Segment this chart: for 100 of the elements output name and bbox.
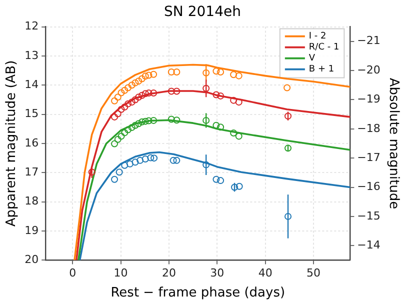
point — [230, 71, 238, 78]
point — [116, 168, 123, 176]
y2-tick-label: −18 — [357, 122, 380, 135]
point — [124, 100, 132, 108]
point — [121, 86, 128, 94]
point — [235, 132, 242, 140]
point — [284, 84, 291, 92]
point — [135, 120, 142, 128]
point — [217, 124, 224, 131]
legend-label: B + 1 — [308, 64, 334, 75]
point — [132, 122, 139, 129]
point — [150, 90, 158, 97]
point — [111, 140, 118, 148]
point — [128, 124, 136, 131]
point — [135, 94, 142, 101]
point — [230, 129, 238, 136]
point — [284, 144, 292, 152]
y-tick-label: 20 — [24, 253, 39, 266]
point — [145, 72, 152, 79]
y-tick-label: 17 — [24, 166, 39, 179]
point — [136, 156, 144, 164]
point — [138, 75, 146, 82]
point — [173, 156, 180, 164]
point — [111, 113, 118, 120]
x-axis-title: Rest − frame phase (days) — [110, 286, 286, 301]
point — [142, 72, 149, 80]
y2-tick-label: −21 — [357, 34, 380, 48]
point — [150, 70, 158, 78]
x-tick-label: 40 — [258, 266, 272, 280]
point — [132, 79, 139, 86]
point — [173, 116, 180, 124]
point — [236, 182, 243, 190]
point — [217, 177, 224, 184]
y-axis-title: Apparent magnitude (AB) — [4, 60, 20, 227]
point — [114, 94, 122, 101]
point — [128, 98, 136, 106]
point — [212, 68, 220, 75]
point — [126, 160, 134, 168]
point — [121, 129, 128, 136]
point — [138, 92, 146, 99]
point — [121, 162, 128, 169]
y2-axis-title: Absolute magnitude — [386, 78, 401, 210]
point — [168, 88, 175, 95]
point — [202, 84, 210, 92]
y2-tick-label: −20 — [357, 63, 380, 76]
point — [135, 78, 142, 85]
point — [142, 155, 149, 162]
point — [150, 154, 158, 162]
point — [202, 69, 210, 76]
point — [88, 168, 96, 176]
x-tick-label: 20 — [162, 266, 176, 280]
point — [168, 116, 175, 123]
point — [212, 122, 220, 129]
point — [118, 132, 125, 140]
y-tick-label: 12 — [24, 20, 39, 33]
point — [118, 106, 125, 113]
point — [111, 176, 118, 183]
legend-label: R/C - 1 — [308, 42, 340, 53]
point — [212, 176, 220, 183]
point — [284, 112, 292, 120]
point — [235, 72, 242, 80]
point — [124, 84, 132, 92]
point — [173, 68, 180, 76]
point — [235, 98, 242, 106]
point — [128, 82, 136, 89]
y2-tick-label: −17 — [357, 150, 380, 164]
point — [202, 161, 210, 168]
point — [212, 91, 220, 98]
y-tick-label: 19 — [24, 224, 39, 237]
point — [147, 154, 154, 162]
y-tick-label: 13 — [24, 48, 39, 62]
point — [145, 117, 152, 124]
point — [230, 96, 238, 104]
x-tick-label: 0 — [69, 266, 76, 280]
y-tick-label: 18 — [24, 194, 39, 208]
point — [118, 89, 125, 96]
y2-tick-label: −16 — [357, 180, 380, 194]
point — [170, 156, 177, 164]
point — [142, 118, 149, 125]
point — [150, 116, 158, 124]
y-tick-label: 16 — [24, 136, 39, 150]
point — [231, 184, 238, 191]
point — [132, 158, 139, 166]
x-tick-label: 10 — [114, 266, 128, 280]
y-tick-label: 15 — [24, 107, 39, 120]
point — [114, 110, 122, 118]
point — [138, 118, 146, 126]
legend-label: I - 2 — [308, 32, 326, 42]
point — [145, 90, 152, 97]
y2-tick-label: −14 — [357, 238, 380, 252]
x-tick-label: 30 — [210, 266, 224, 280]
legend-label: V — [308, 54, 316, 64]
y2-tick-label: −19 — [357, 92, 380, 106]
point — [114, 136, 122, 143]
point — [217, 68, 224, 76]
point — [132, 96, 139, 104]
point — [284, 212, 292, 220]
x-tick-label: 50 — [306, 266, 321, 280]
point — [142, 90, 149, 98]
chart-title: SN 2014eh — [164, 4, 241, 20]
